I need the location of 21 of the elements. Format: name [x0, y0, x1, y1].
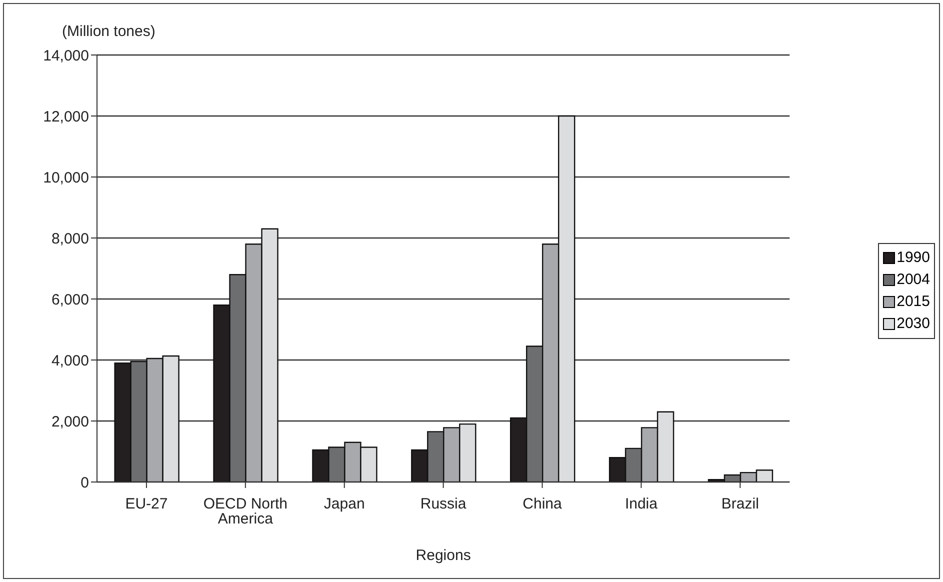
x-tick-label: OECD North America	[203, 496, 288, 528]
y-tick-label: 14,000	[43, 47, 89, 64]
y-tick-label: 2,000	[51, 413, 89, 430]
legend-label: 2030	[896, 314, 930, 334]
y-tick-label: 6,000	[51, 291, 89, 308]
y-tick-label: 12,000	[43, 108, 89, 126]
legend-label: 1990	[896, 248, 930, 268]
y-tick-label: 8,000	[51, 230, 89, 248]
x-tick-label: China	[522, 496, 563, 513]
legend-label: 2015	[896, 292, 930, 312]
x-tick-label: Russia	[420, 496, 467, 513]
x-tick-label: Brazil	[721, 496, 759, 513]
y-axis-title: (Million tones)	[62, 23, 156, 40]
y-tick-label: 10,000	[43, 169, 89, 186]
y-tick-label: 0	[80, 474, 89, 492]
x-tick-label: Japan	[324, 496, 365, 513]
y-tick-label: 4,000	[51, 352, 89, 370]
x-axis-title: Regions	[416, 547, 471, 564]
x-tick-label: India	[624, 496, 658, 513]
legend-label: 2004	[896, 270, 930, 290]
x-tick-label: EU-27	[125, 496, 168, 513]
